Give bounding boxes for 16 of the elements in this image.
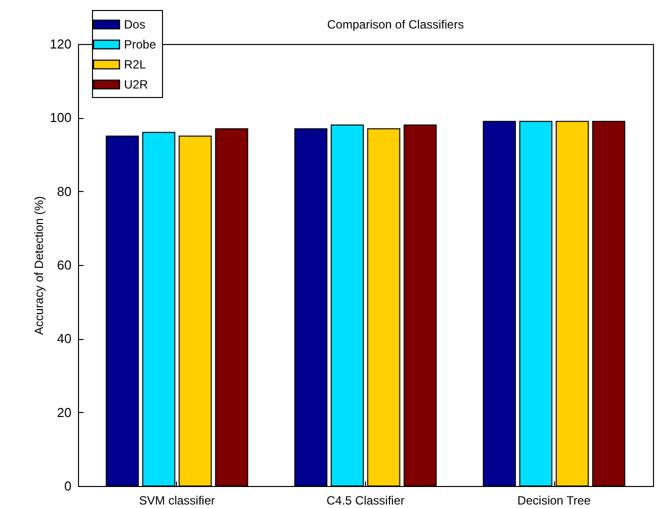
legend-label: Dos xyxy=(124,18,146,32)
y-tick-label: 80 xyxy=(57,184,72,199)
legend-label: R2L xyxy=(124,58,146,72)
chart-title: Comparison of Classifiers xyxy=(327,18,464,32)
legend-label: Probe xyxy=(124,38,156,52)
x-tick-label: Decision Tree xyxy=(517,494,592,508)
y-axis-title: Accuracy of Detection (%) xyxy=(32,196,46,335)
legend-label: U2R xyxy=(124,78,148,92)
y-tick-label: 0 xyxy=(64,478,72,494)
x-tick-label: C4.5 Classifier xyxy=(326,494,405,508)
y-tick-label: 20 xyxy=(57,404,72,420)
y-tick-label: 120 xyxy=(50,36,72,52)
x-tick-label: SVM classifier xyxy=(138,494,215,508)
y-tick-label: 100 xyxy=(50,110,72,126)
y-tick-label: 40 xyxy=(57,331,72,346)
y-tick-label: 60 xyxy=(57,258,72,272)
